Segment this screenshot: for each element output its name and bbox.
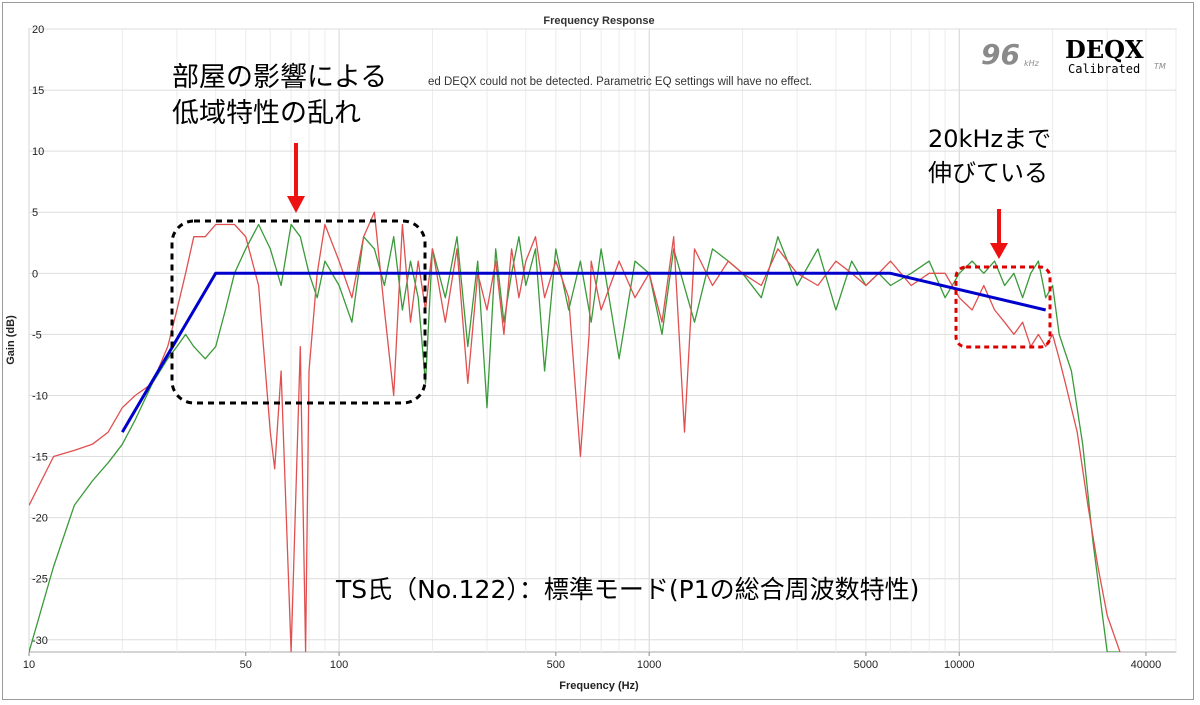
y-tick-label: -15 [32, 452, 48, 464]
y-tick-label: -25 [32, 574, 48, 586]
chart-title: Frequency Response [543, 15, 654, 27]
low-frequency-highlight-box [170, 219, 427, 405]
x-tick-label: 500 [547, 659, 565, 671]
y-tick-label: 0 [32, 268, 38, 280]
x-tick-label: 100 [330, 659, 348, 671]
y-tick-label: 5 [32, 207, 38, 219]
high-frequency-highlight-box [954, 265, 1052, 349]
logo-trademark: TM [1154, 62, 1166, 71]
y-tick-label: 10 [32, 146, 44, 158]
target-curve-line [121, 271, 1047, 433]
x-tick-label: 1000 [637, 659, 661, 671]
x-axis-ticks: 10 50 100 500 1000 5000 10000 40000 [23, 652, 1161, 671]
warning-message: ed DEQX could not be detected. Parametri… [428, 76, 812, 88]
y-tick-label: 15 [32, 85, 44, 97]
series-layer [29, 211, 1121, 652]
annotation-left-line2: 低域特性の乱れ [172, 98, 361, 129]
x-tick-label: 40000 [1131, 659, 1162, 671]
y-tick-label: -30 [32, 635, 48, 647]
y-axis-label: Gain (dB) [5, 315, 17, 365]
logo-sample-rate: 96 [981, 38, 1020, 71]
x-tick-label: 50 [240, 659, 252, 671]
plot-area [28, 28, 1177, 653]
y-axis-ticks: 20 15 10 5 0 -5 -10 -15 -20 -25 -30 [32, 24, 48, 647]
annotation-right-line2: 伸びている [928, 159, 1048, 187]
x-axis-label: Frequency (Hz) [559, 680, 639, 692]
y-tick-label: -10 [32, 390, 48, 402]
logo-khz: kHz [1024, 59, 1040, 68]
annotation-right-line1: 20kHzまで [928, 125, 1051, 153]
annotation-left-line1: 部屋の影響による [172, 62, 387, 93]
x-tick-label: 10000 [944, 659, 975, 671]
x-tick-label: 5000 [854, 659, 878, 671]
y-tick-label: -5 [32, 329, 42, 341]
y-tick-label: 20 [32, 24, 44, 36]
series-line-2 [29, 211, 1121, 652]
left-arrow [287, 143, 305, 213]
logo-calibrated: Calibrated [1068, 62, 1140, 76]
chart-caption: TS氏（No.122）：標準モード(P1の総合周波数特性) [335, 575, 919, 604]
right-arrow [990, 209, 1008, 259]
logo-brand: DEQX [1065, 35, 1144, 64]
deqx-logo: 96 kHz DEQX Calibrated TM [981, 35, 1166, 76]
x-tick-label: 10 [23, 659, 35, 671]
y-tick-label: -20 [32, 513, 48, 525]
